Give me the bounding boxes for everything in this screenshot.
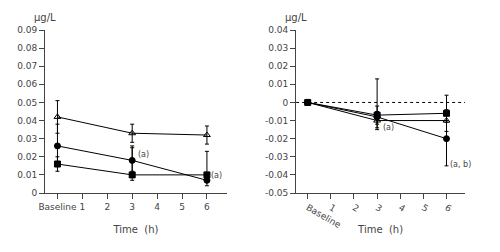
svg-text:(a, b): (a, b) <box>450 160 471 169</box>
svg-text:µg/L: µg/L <box>285 12 307 23</box>
svg-text:0.06: 0.06 <box>17 79 37 89</box>
svg-text:-0.02: -0.02 <box>265 134 288 144</box>
svg-text:2: 2 <box>351 202 361 214</box>
svg-text:0.05: 0.05 <box>17 98 37 108</box>
svg-text:0.02: 0.02 <box>17 152 37 162</box>
svg-text:6: 6 <box>204 202 210 212</box>
svg-text:5: 5 <box>179 202 185 212</box>
svg-text:6: 6 <box>443 202 453 214</box>
svg-text:4: 4 <box>397 202 407 214</box>
svg-text:0.01: 0.01 <box>17 170 37 180</box>
svg-text:3: 3 <box>129 202 135 212</box>
svg-text:0.01: 0.01 <box>268 79 288 89</box>
svg-text:Time (h): Time (h) <box>112 224 158 235</box>
svg-text:0.04: 0.04 <box>268 25 288 35</box>
svg-text:0: 0 <box>283 98 289 108</box>
svg-text:1: 1 <box>328 202 338 214</box>
svg-text:Baseline: Baseline <box>304 202 342 230</box>
svg-text:0: 0 <box>31 188 37 198</box>
svg-text:1: 1 <box>80 202 86 212</box>
svg-text:0.03: 0.03 <box>17 134 37 144</box>
svg-text:-0.04: -0.04 <box>265 170 289 180</box>
svg-text:-0.03: -0.03 <box>265 152 288 162</box>
svg-text:3: 3 <box>374 202 384 214</box>
svg-text:0.04: 0.04 <box>17 116 37 126</box>
svg-text:Baseline: Baseline <box>38 202 77 212</box>
svg-text:0.07: 0.07 <box>17 61 37 71</box>
svg-text:5: 5 <box>420 202 430 214</box>
svg-text:0.08: 0.08 <box>17 43 37 53</box>
svg-text:-0.05: -0.05 <box>265 188 288 198</box>
svg-text:(a): (a) <box>383 123 394 132</box>
svg-text:Time (h): Time (h) <box>357 224 403 235</box>
svg-text:(a): (a) <box>138 150 149 159</box>
svg-text:-0.01: -0.01 <box>265 116 288 126</box>
svg-text:0.03: 0.03 <box>268 43 288 53</box>
svg-text:(a): (a) <box>211 171 222 180</box>
svg-text:2: 2 <box>104 202 110 212</box>
svg-text:4: 4 <box>154 202 160 212</box>
svg-text:0.09: 0.09 <box>17 25 37 35</box>
svg-text:0.02: 0.02 <box>268 61 288 71</box>
svg-text:µg/L: µg/L <box>34 12 56 23</box>
